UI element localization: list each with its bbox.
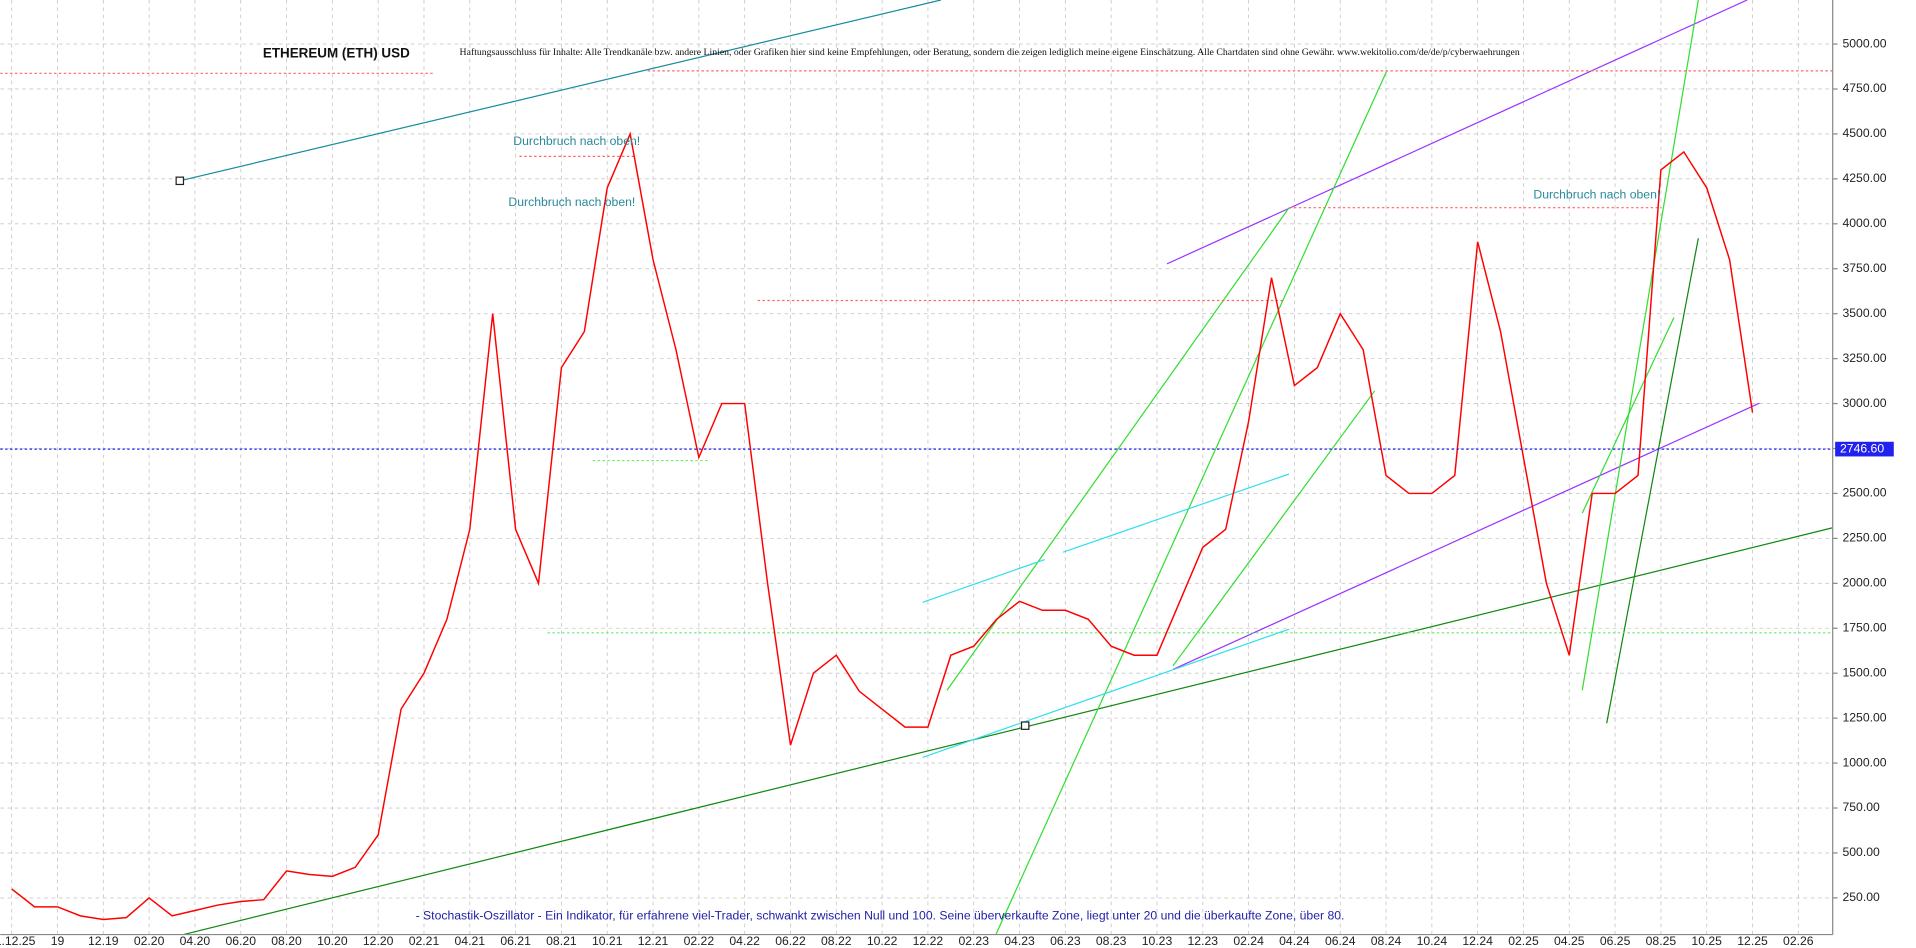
x-tick-label: 10.23 [1142,934,1173,948]
y-tick-label: 4250.00 [1842,171,1886,185]
x-tick-label: 06.21 [500,934,531,948]
y-tick-label: 250.00 [1842,890,1880,904]
y-tick-label: 750.00 [1842,800,1880,814]
annotation: Durchbruch nach oben! [1533,188,1660,202]
disclaimer: Haftungsausschluss für Inhalte: Alle Tre… [460,47,1520,58]
x-tick-label: 04.21 [455,934,486,948]
y-tick-label: 2250.00 [1842,531,1886,545]
x-tick-label: 08.23 [1096,934,1127,948]
y-tick-label: 1750.00 [1842,620,1886,634]
annotation: Durchbruch nach oben! [508,195,635,209]
x-tick-label: 19 [51,934,65,948]
current-price-label: 2746.60 [1840,441,1884,455]
x-tick-label: 06.24 [1325,934,1356,948]
x-tick-label: 04.22 [729,934,760,948]
x-tick-label: 08.21 [546,934,577,948]
x-tick-label: 04.23 [1004,934,1035,948]
indicator-note: - Stochastik-Oszillator - Ein Indikator,… [416,908,1345,922]
x-tick-label: 01.12.25 [0,934,36,948]
x-tick-label: 10.20 [317,934,348,948]
x-tick-label: 02.24 [1233,934,1264,948]
x-tick-label: 06.23 [1050,934,1081,948]
x-tick-label: 06.25 [1600,934,1631,948]
x-tick-label: 02.22 [684,934,715,948]
x-tick-label: 04.25 [1554,934,1585,948]
y-tick-label: 2500.00 [1842,486,1886,500]
x-tick-label: 12.20 [363,934,394,948]
price-line [11,131,1754,921]
trend-lines [0,0,1833,936]
y-tick-label: 3250.00 [1842,351,1886,365]
y-tick-label: 5000.00 [1842,36,1886,50]
x-tick-label: 10.21 [592,934,623,948]
chart-title: ETHEREUM (ETH) USD [263,45,410,60]
x-tick-label: 06.22 [775,934,806,948]
x-tick-label: 08.20 [271,934,302,948]
x-tick-label: 12.21 [638,934,669,948]
y-tick-label: 3750.00 [1842,261,1886,275]
y-tick-label: 500.00 [1842,845,1880,859]
x-tick-label: 04.20 [180,934,211,948]
x-tick-label: 08.22 [821,934,852,948]
x-tick-label: 02.26 [1783,934,1814,948]
x-tick-label: 02.20 [134,934,165,948]
x-tick-label: 02.25 [1508,934,1539,948]
y-tick-label: 1500.00 [1842,665,1886,679]
y-tick-label: 4000.00 [1842,216,1886,230]
x-tick-label: 10.22 [867,934,898,948]
x-tick-label: 12.23 [1188,934,1219,948]
y-tick-label: 4500.00 [1842,126,1886,140]
x-tick-label: 02.21 [409,934,440,948]
x-tick-label: 06.20 [225,934,256,948]
x-tick-label: 02.23 [958,934,989,948]
x-tick-label: 12.19 [88,934,119,948]
x-tick-label: 12.22 [913,934,944,948]
y-tick-label: 3000.00 [1842,396,1886,410]
annotation: Durchbruch nach oben! [513,134,640,148]
x-tick-label: 04.24 [1279,934,1310,948]
current-price-box [1835,441,1894,457]
x-tick-label: 08.24 [1371,934,1402,948]
x-tick-label: 12.25 [1737,934,1768,948]
x-tick-label: 08.25 [1646,934,1677,948]
y-tick-label: 2000.00 [1842,576,1886,590]
y-tick-label: 3500.00 [1842,306,1886,320]
x-tick-label: 10.25 [1691,934,1722,948]
x-tick-label: 12.24 [1462,934,1493,948]
y-tick-label: 4750.00 [1842,81,1886,95]
x-tick-label: 10.24 [1417,934,1448,948]
y-tick-label: 1250.00 [1842,710,1886,724]
y-tick-label: 1000.00 [1842,755,1886,769]
